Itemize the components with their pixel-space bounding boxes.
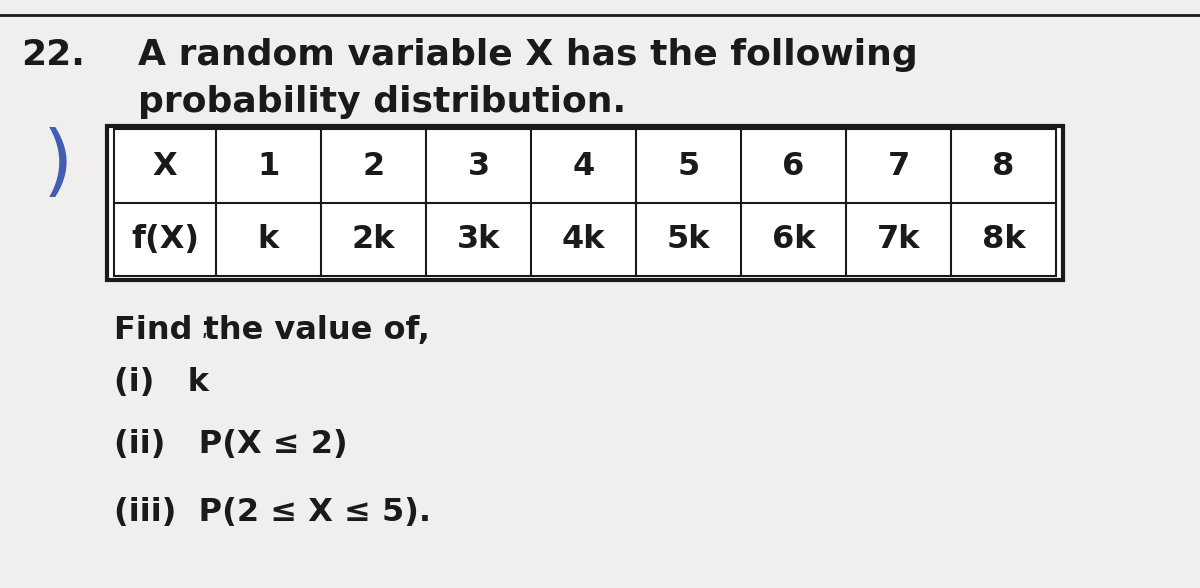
- Text: k: k: [258, 224, 280, 255]
- Text: 22.: 22.: [22, 38, 85, 72]
- Text: 8: 8: [992, 151, 1015, 182]
- Bar: [114, 129, 1056, 276]
- Text: 3k: 3k: [457, 224, 500, 255]
- Text: Find the value of,: Find the value of,: [114, 315, 430, 346]
- Text: ): ): [42, 126, 73, 203]
- Text: 5k: 5k: [667, 224, 710, 255]
- Text: f(X): f(X): [131, 224, 199, 255]
- Text: 6k: 6k: [772, 224, 815, 255]
- Text: A random variable X has the following: A random variable X has the following: [138, 38, 918, 72]
- Text: 2: 2: [362, 151, 385, 182]
- Text: (i)   k: (i) k: [114, 368, 209, 399]
- Text: 3: 3: [468, 151, 490, 182]
- Text: 4: 4: [572, 151, 595, 182]
- Text: ʹ: ʹ: [202, 334, 208, 353]
- Text: 1: 1: [257, 151, 280, 182]
- Text: 2k: 2k: [352, 224, 395, 255]
- Bar: [107, 126, 1063, 280]
- Text: (iii)  P(2 ≤ X ≤ 5).: (iii) P(2 ≤ X ≤ 5).: [114, 497, 431, 528]
- Text: X: X: [152, 151, 178, 182]
- Text: probability distribution.: probability distribution.: [138, 85, 626, 119]
- Text: 7: 7: [887, 151, 910, 182]
- Text: (ii)   P(X ≤ 2): (ii) P(X ≤ 2): [114, 429, 348, 460]
- Text: 6: 6: [782, 151, 805, 182]
- Text: 7k: 7k: [877, 224, 920, 255]
- Text: 8k: 8k: [982, 224, 1025, 255]
- Text: 4k: 4k: [562, 224, 605, 255]
- Text: 5: 5: [677, 151, 700, 182]
